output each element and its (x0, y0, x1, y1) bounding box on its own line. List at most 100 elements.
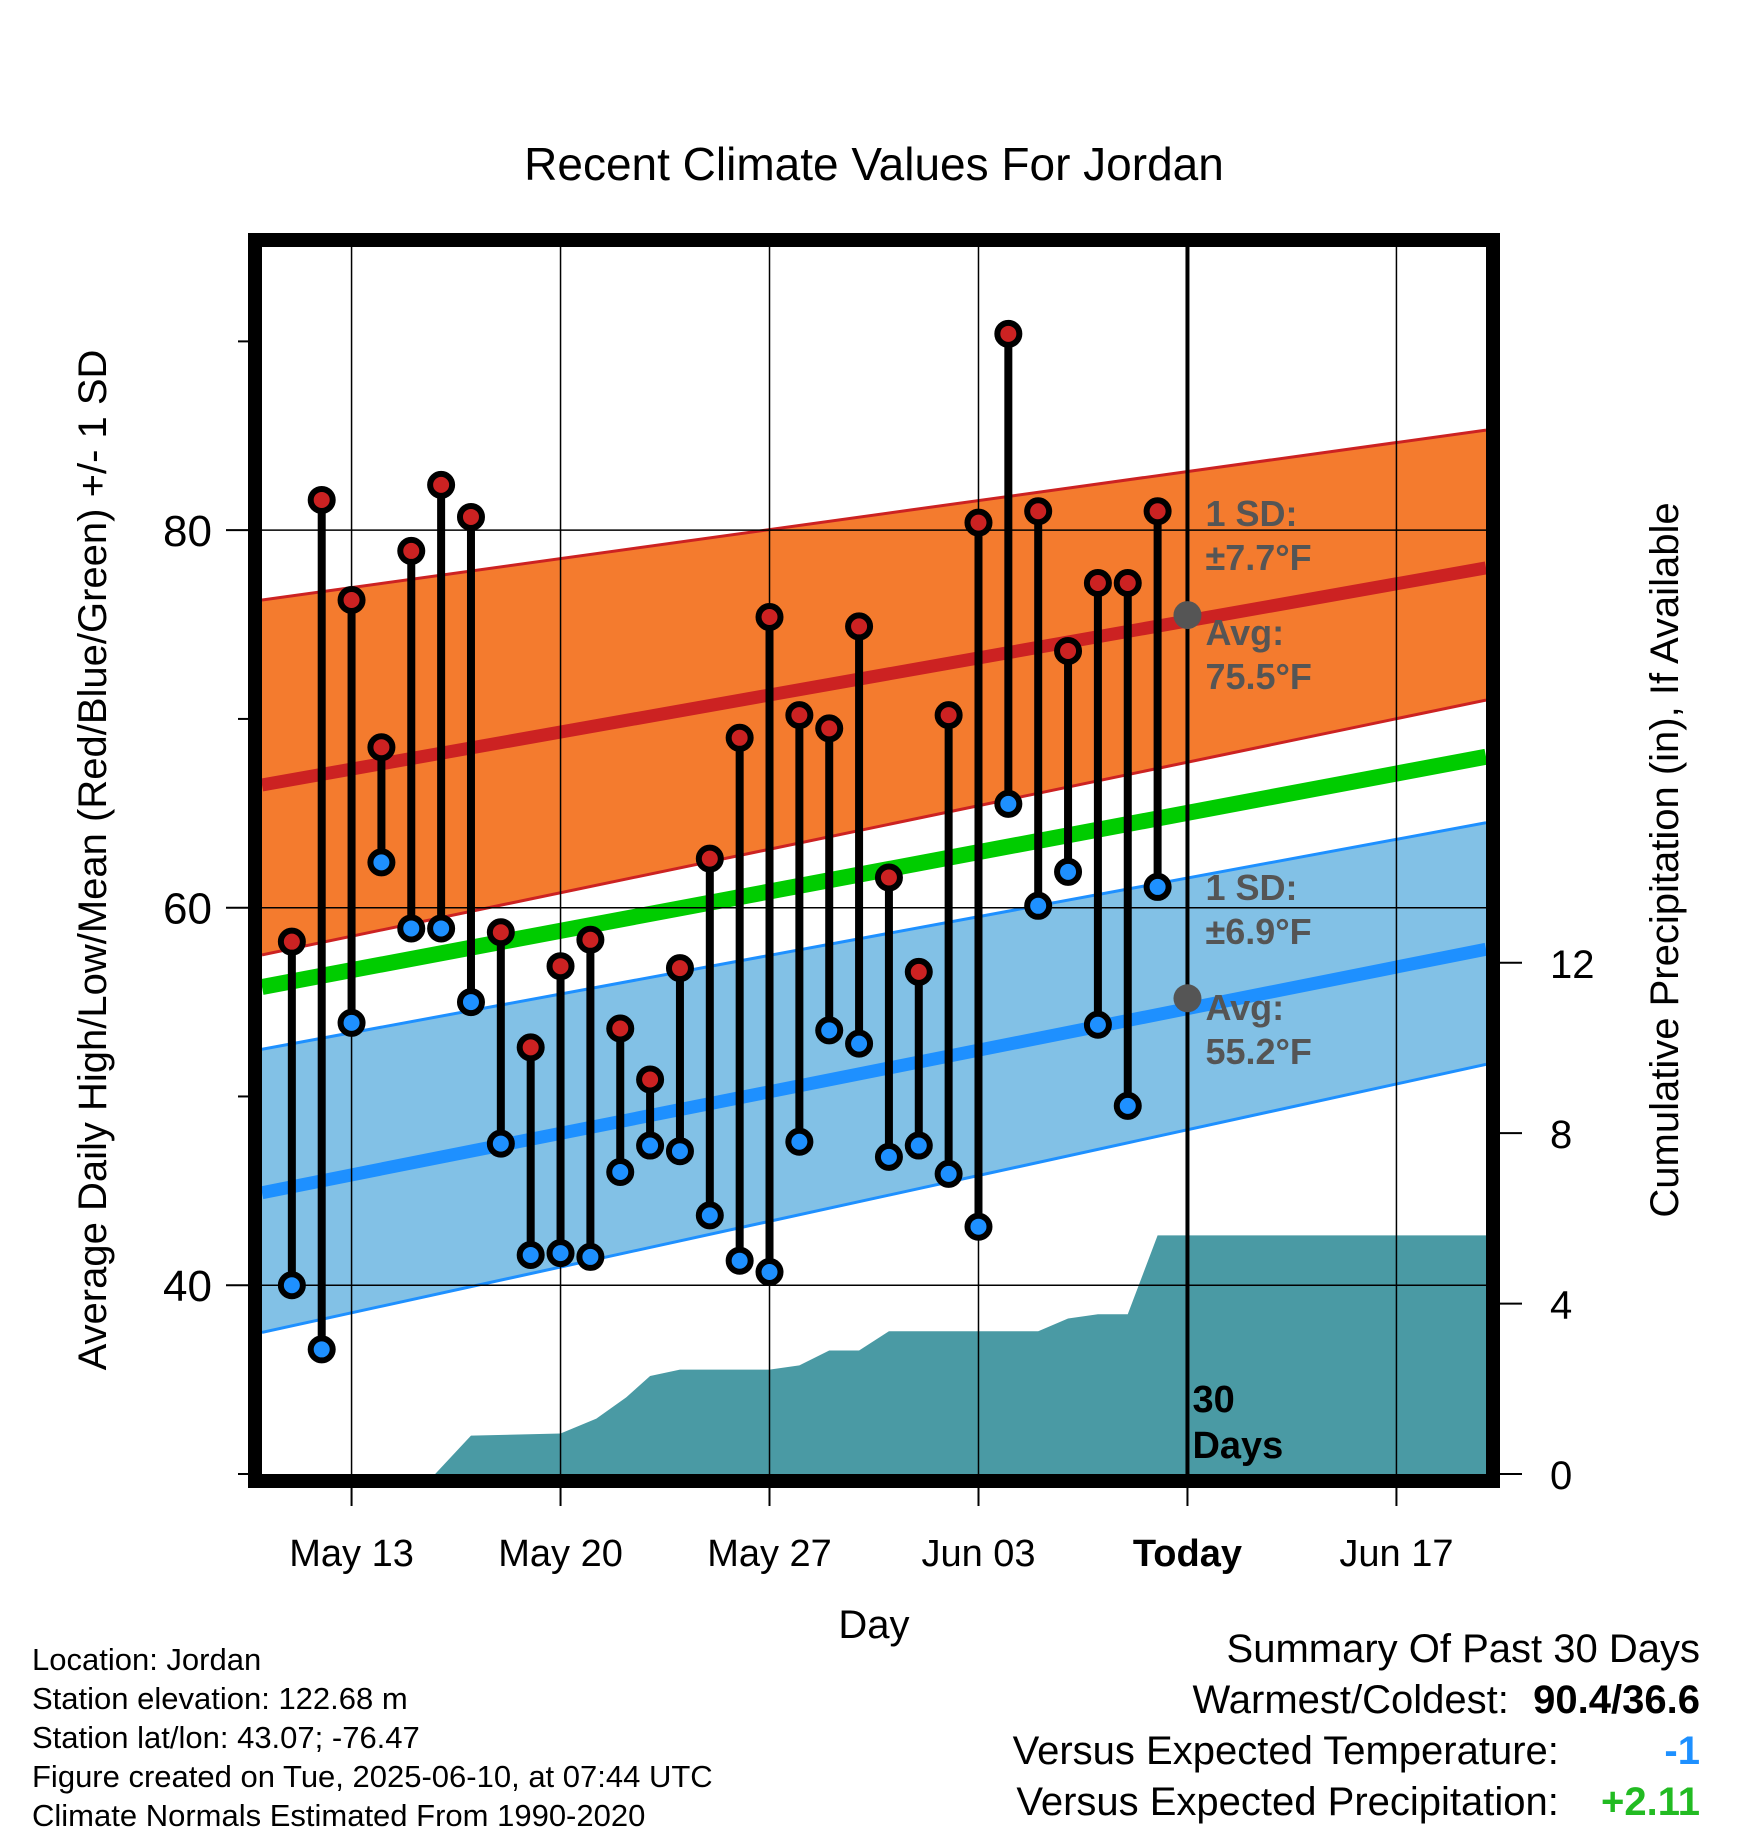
low-point (456, 988, 485, 1017)
warmest-value: 90.4/36.6 (1533, 1678, 1700, 1722)
x-tick-label: May 20 (498, 1533, 623, 1575)
x-axis-label: Day (838, 1603, 909, 1647)
low-point (785, 1127, 814, 1156)
low-point (994, 789, 1023, 818)
precipitation-area (435, 1235, 1486, 1474)
low-point (1083, 1010, 1112, 1039)
high-point (755, 602, 784, 631)
station-info: Location: Jordan Station elevation: 122.… (32, 1640, 713, 1835)
low-point (964, 1212, 993, 1241)
low-point (904, 1131, 933, 1160)
x-tick-label: Today (1133, 1533, 1242, 1575)
high-point (546, 952, 575, 981)
high-upper-sd-line (262, 428, 1486, 602)
low-lower-sd-line (262, 1062, 1486, 1334)
high-point (815, 714, 844, 743)
high-point (1024, 497, 1053, 526)
low-point (606, 1157, 635, 1186)
low-point (695, 1201, 724, 1230)
created-text: Figure created on Tue, 2025-06-10, at 07… (32, 1759, 713, 1794)
low-point (307, 1335, 336, 1364)
low-sd-annotation: 1 SD: ±6.9°F (1205, 867, 1311, 952)
high-point (606, 1014, 635, 1043)
low-point (427, 914, 456, 943)
x-tick-label: May 27 (707, 1533, 832, 1575)
low-point (1143, 872, 1172, 901)
low-point (277, 1271, 306, 1300)
low-point (874, 1142, 903, 1171)
location-text: Location: Jordan (32, 1642, 262, 1677)
x-tick-label: Jun 17 (1339, 1533, 1453, 1575)
summary-precip-row: Versus Expected Precipitation: +2.11 (1013, 1777, 1700, 1828)
high-point (1113, 569, 1142, 598)
high-point (337, 585, 366, 614)
high-point (874, 863, 903, 892)
high-avg-annotation: Avg: 75.5°F (1205, 612, 1311, 697)
x-tick-label: Jun 03 (921, 1533, 1035, 1575)
low-point (367, 848, 396, 877)
high-point (277, 927, 306, 956)
y2-tick-label: 12 (1550, 943, 1595, 987)
low-point (665, 1137, 694, 1166)
y-axis-label: Average Daily High/Low/Mean (Red/Blue/Gr… (71, 350, 115, 1371)
summary-panel: Summary Of Past 30 Days Warmest/Coldest:… (1013, 1624, 1700, 1828)
y2-axis-label: Cumulative Precipitation (in), If Availa… (1643, 502, 1687, 1217)
high-point (307, 485, 336, 514)
low-point (1113, 1091, 1142, 1120)
high-sd-band (262, 430, 1486, 955)
high-point (516, 1033, 545, 1062)
latlon-text: Station lat/lon: 43.07; -76.47 (32, 1720, 420, 1755)
y2-tick-label: 8 (1550, 1113, 1572, 1157)
low-point (546, 1239, 575, 1268)
high-point (934, 701, 963, 730)
low-point (516, 1241, 545, 1270)
low-point (337, 1008, 366, 1037)
high-point (486, 918, 515, 947)
high-point (636, 1065, 665, 1094)
summary-temp-row: Versus Expected Temperature: -1 (1013, 1726, 1700, 1777)
high-sd-annotation: 1 SD: ±7.7°F (1205, 493, 1311, 578)
elevation-text: Station elevation: 122.68 m (32, 1681, 408, 1716)
high-avg-marker (1173, 601, 1202, 630)
high-point (1054, 636, 1083, 665)
normal-high-line (262, 561, 1486, 792)
summary-title: Summary Of Past 30 Days (1226, 1627, 1700, 1671)
low-point (815, 1016, 844, 1045)
low-point (486, 1129, 515, 1158)
low-point (576, 1242, 605, 1271)
low-point (397, 914, 426, 943)
normal-mean-line (262, 748, 1486, 995)
high-point (904, 957, 933, 986)
low-point (845, 1029, 874, 1058)
low-avg-annotation: Avg: 55.2°F (1205, 987, 1311, 1072)
high-point (994, 319, 1023, 348)
y2-tick-label: 0 (1550, 1454, 1572, 1498)
high-point (785, 701, 814, 730)
high-point (695, 844, 724, 873)
today-days-label: 30 Days (1192, 1379, 1283, 1467)
high-point (1083, 569, 1112, 598)
low-point (725, 1246, 754, 1275)
precip-label: Versus Expected Precipitation: (1016, 1780, 1559, 1824)
y2-tick-label: 4 (1550, 1284, 1572, 1328)
high-point (964, 508, 993, 537)
high-point (1143, 497, 1172, 526)
chart-title: Recent Climate Values For Jordan (524, 138, 1224, 190)
high-point (397, 536, 426, 565)
high-point (845, 612, 874, 641)
high-point (427, 470, 456, 499)
high-lower-sd-line (262, 698, 1486, 957)
low-point (755, 1258, 784, 1287)
high-point (456, 502, 485, 531)
normal-low-line (262, 942, 1486, 1200)
temp-value: -1 (1664, 1729, 1700, 1773)
high-point (367, 733, 396, 762)
y-tick-label: 40 (163, 1262, 212, 1311)
temp-label: Versus Expected Temperature: (1012, 1729, 1559, 1773)
summary-warmest-row: Warmest/Coldest: 90.4/36.6 (1013, 1675, 1701, 1726)
x-tick-label: May 13 (289, 1533, 414, 1575)
y-tick-label: 60 (163, 885, 212, 934)
high-point (665, 954, 694, 983)
warmest-label: Warmest/Coldest: (1192, 1678, 1509, 1722)
